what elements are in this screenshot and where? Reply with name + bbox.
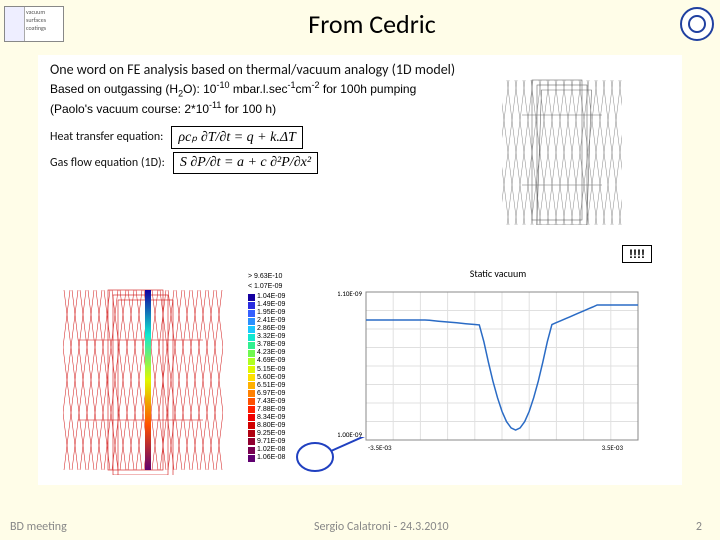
legend-row: 8.34E-09 <box>248 414 285 422</box>
content-subhead: One word on FE analysis based on thermal… <box>38 55 682 80</box>
legend-row: 8.80E-09 <box>248 422 285 430</box>
static-vacuum-chart: Static vacuum 1.10E-09 1.00E-09 -3.5E-03… <box>338 270 658 475</box>
svg-text:1.10E-09: 1.10E-09 <box>338 289 362 298</box>
page-title: From Cedric <box>64 8 680 40</box>
content-panel: One word on FE analysis based on thermal… <box>38 55 682 485</box>
legend-row: 2.86E-09 <box>248 325 285 333</box>
legend-row: 6.97E-09 <box>248 390 285 398</box>
legend-row: 1.06E-08 <box>248 454 285 462</box>
legend-row: 9.25E-09 <box>248 430 285 438</box>
legend-row: 5.60E-09 <box>248 374 285 382</box>
mesh-bottom-icon <box>63 285 223 475</box>
legend-row: 1.02E-08 <box>248 446 285 454</box>
cern-logo-icon <box>680 7 714 41</box>
legend-row: 2.41E-09 <box>248 317 285 325</box>
legend-row: 1.04E-09 <box>248 293 285 301</box>
svg-text:3.5E-03: 3.5E-03 <box>602 443 624 452</box>
svg-text:1.00E-09: 1.00E-09 <box>338 430 362 439</box>
legend-row: 5.15E-09 <box>248 366 285 374</box>
legend-row: 4.69E-09 <box>248 357 285 365</box>
svg-text:-3.5E-03: -3.5E-03 <box>368 443 392 452</box>
footer-left: BD meeting <box>10 520 67 534</box>
footer: BD meeting Sergio Calatroni - 24.3.2010 … <box>10 520 702 534</box>
gas-eq-label: Gas flow equation (1D): <box>50 156 165 170</box>
legend-row: 1.49E-09 <box>248 301 285 309</box>
legend-row: 3.78E-09 <box>248 341 285 349</box>
legend-row: 9.71E-09 <box>248 438 285 446</box>
footer-center: Sergio Calatroni - 24.3.2010 <box>314 520 449 534</box>
heat-eq: ρcₚ ∂T/∂t = q + k.ΔT <box>171 126 302 149</box>
legend-row: 3.32E-09 <box>248 333 285 341</box>
legend-row: 1.95E-09 <box>248 309 285 317</box>
footer-right: 2 <box>696 520 702 534</box>
outgassing-text: Based on outgassing (H2O): 10-10 mbar.l.… <box>38 80 682 117</box>
legend-row: 4.23E-09 <box>248 349 285 357</box>
gas-eq: S ∂P/∂t = a + c ∂²P/∂x² <box>173 152 318 174</box>
legend-row: 6.51E-09 <box>248 382 285 390</box>
equations: Heat transfer equation: ρcₚ ∂T/∂t = q + … <box>38 117 682 183</box>
legend-row: 7.43E-09 <box>248 398 285 406</box>
heat-eq-label: Heat transfer equation: <box>50 130 163 144</box>
colorbar-legend: > 9.63E-10 < 1.07E-09 1.04E-091.49E-091.… <box>248 273 285 462</box>
alert-annotation: !!!! <box>622 245 652 263</box>
legend-row: 7.88E-09 <box>248 406 285 414</box>
logo-left: vacuum surfaces coatings <box>4 6 64 42</box>
